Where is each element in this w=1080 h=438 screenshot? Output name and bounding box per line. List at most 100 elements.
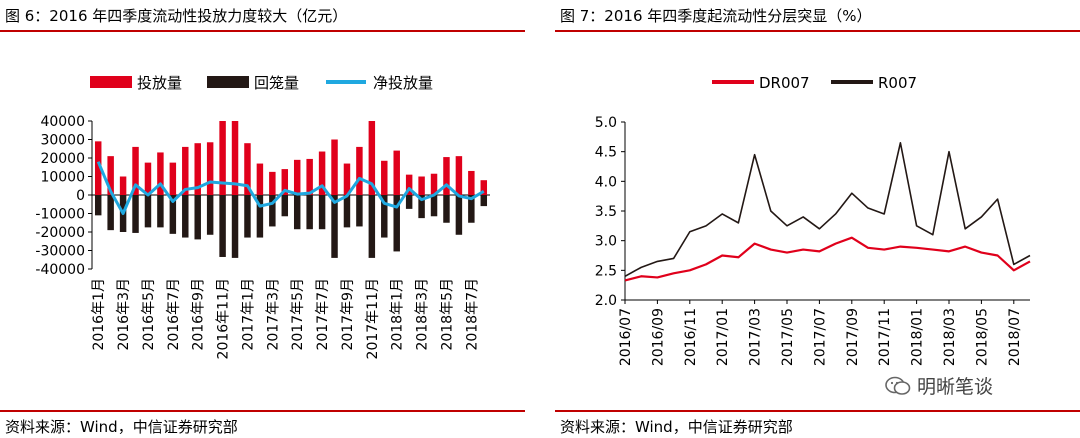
bar <box>293 159 301 195</box>
bar <box>281 169 289 195</box>
line-series <box>624 141 1031 282</box>
watermark-text: 明晰笔谈 <box>917 376 994 398</box>
x-tick-label: 2018/05 <box>974 308 990 366</box>
bar <box>430 173 438 195</box>
bar <box>169 195 177 234</box>
bar <box>132 195 139 233</box>
y-tick-label: -30000 <box>35 244 85 260</box>
bar <box>480 195 488 207</box>
bar <box>368 195 376 258</box>
bar-chart-injection: 投放量 回笼量 净投放量 40000 30000 20000 10000 0 -10000 -2… <box>35 74 490 359</box>
source-rule <box>0 410 525 412</box>
bar <box>443 157 450 195</box>
title-rule <box>0 30 525 32</box>
bar <box>480 180 488 195</box>
bar <box>244 143 251 195</box>
bar <box>381 195 388 238</box>
x-tick-label: 2016/09 <box>650 308 666 366</box>
bar <box>430 195 438 217</box>
bar <box>194 143 201 195</box>
bar <box>206 195 214 235</box>
bar <box>231 195 239 258</box>
bar <box>455 195 463 235</box>
bar <box>393 195 400 252</box>
bar <box>318 195 326 230</box>
y-tick-label: -10000 <box>35 207 85 223</box>
chart-legend: DR007 R007 <box>712 74 917 92</box>
bar <box>157 152 164 195</box>
bar <box>144 162 152 195</box>
x-tick-label: 2017/11 <box>877 308 893 366</box>
y-tick-label: -40000 <box>35 262 85 278</box>
bar <box>356 195 363 227</box>
bar <box>219 121 226 195</box>
legend-label: DR007 <box>759 74 810 92</box>
watermark: 明晰笔谈 <box>885 372 993 399</box>
bar <box>132 146 139 195</box>
x-tick-label: 2017/07 <box>812 308 828 366</box>
y-tick-label: 40000 <box>40 114 85 130</box>
x-tick-label: 2018/01 <box>910 308 926 366</box>
legend-swatch <box>207 76 249 88</box>
bar <box>418 195 425 219</box>
x-tick-label: 2017/09 <box>845 308 861 366</box>
y-tick-label: 3.5 <box>595 204 617 220</box>
bar <box>169 162 177 195</box>
y-tick-label: 3.0 <box>595 234 617 250</box>
bar <box>231 121 239 195</box>
bar <box>206 142 214 195</box>
bar <box>269 195 276 227</box>
line-series <box>96 161 485 215</box>
x-tick-label: 2017年1月 <box>240 278 256 351</box>
y-tick-label: 4.5 <box>595 145 617 161</box>
source-note: 资料来源：Wind，中信证券研究部 <box>5 418 238 436</box>
x-tick-label: 2017年9月 <box>340 278 356 351</box>
bar <box>468 195 475 223</box>
title-rule <box>555 30 1080 32</box>
bar <box>219 195 226 257</box>
chart-panel-net-injection: 图 6：2016 年四季度流动性投放力度较大（亿元） 投放量 回笼量 净投放量 40… <box>0 0 525 438</box>
bar <box>107 156 114 195</box>
x-tick-label: 2018/03 <box>942 308 958 366</box>
bar <box>94 141 102 195</box>
x-tick-label: 2016年7月 <box>166 278 182 351</box>
bar <box>343 195 351 228</box>
source-note: 资料来源：Wind，中信证券研究部 <box>560 418 793 436</box>
legend-label: 净投放量 <box>373 74 433 92</box>
x-tick-label: 2016/11 <box>683 308 699 366</box>
bar <box>468 170 475 195</box>
bar <box>144 195 152 228</box>
bar <box>306 195 313 230</box>
bar <box>418 176 425 195</box>
x-tick-label: 2017年5月 <box>290 278 306 351</box>
x-tick-label: 2017/01 <box>715 308 731 366</box>
bar <box>381 160 388 195</box>
bar <box>107 195 114 231</box>
bar <box>244 195 251 238</box>
bar <box>94 195 102 216</box>
bar <box>306 158 313 195</box>
line-chart-repo-rates: DR007 R007 5.04.54.03.53.02.52.0 2016/07 2… <box>595 74 1031 366</box>
legend-label: 回笼量 <box>254 74 299 92</box>
legend-label: R007 <box>878 74 917 92</box>
bar <box>331 139 338 195</box>
x-axis-labels: 2016年1月 2016年3月 2016年5月 2016年7月 2016年9月 2016年… <box>91 278 480 359</box>
x-tick-label: 2018年3月 <box>415 278 431 351</box>
y-tick-label: 2.0 <box>595 293 617 309</box>
bar <box>443 195 450 223</box>
y-tick-label: 4.0 <box>595 174 617 190</box>
x-tick-label: 2016年11月 <box>216 278 232 359</box>
bar <box>356 146 363 195</box>
chart-panel-rate-layering: 图 7：2016 年四季度起流动性分层突显（%） DR007 R007 5.0 4.… <box>555 0 1080 438</box>
x-tick-label: 2016年1月 <box>91 278 107 351</box>
y-tick-label: 0 <box>76 188 85 204</box>
bar <box>194 195 201 240</box>
chart-axes: 40000 30000 20000 10000 0 -10000 -20000 -30000 -… <box>35 114 490 278</box>
y-tick-label: 30000 <box>40 133 85 149</box>
legend-label: 投放量 <box>137 74 182 92</box>
y-tick-label: -20000 <box>35 225 85 241</box>
chart-axes: 5.0 4.5 4.0 3.5 3.0 2.5 2.0 <box>595 115 1030 309</box>
r007-line <box>624 141 1031 277</box>
wechat-icon <box>885 376 911 395</box>
legend-swatch <box>90 76 132 88</box>
